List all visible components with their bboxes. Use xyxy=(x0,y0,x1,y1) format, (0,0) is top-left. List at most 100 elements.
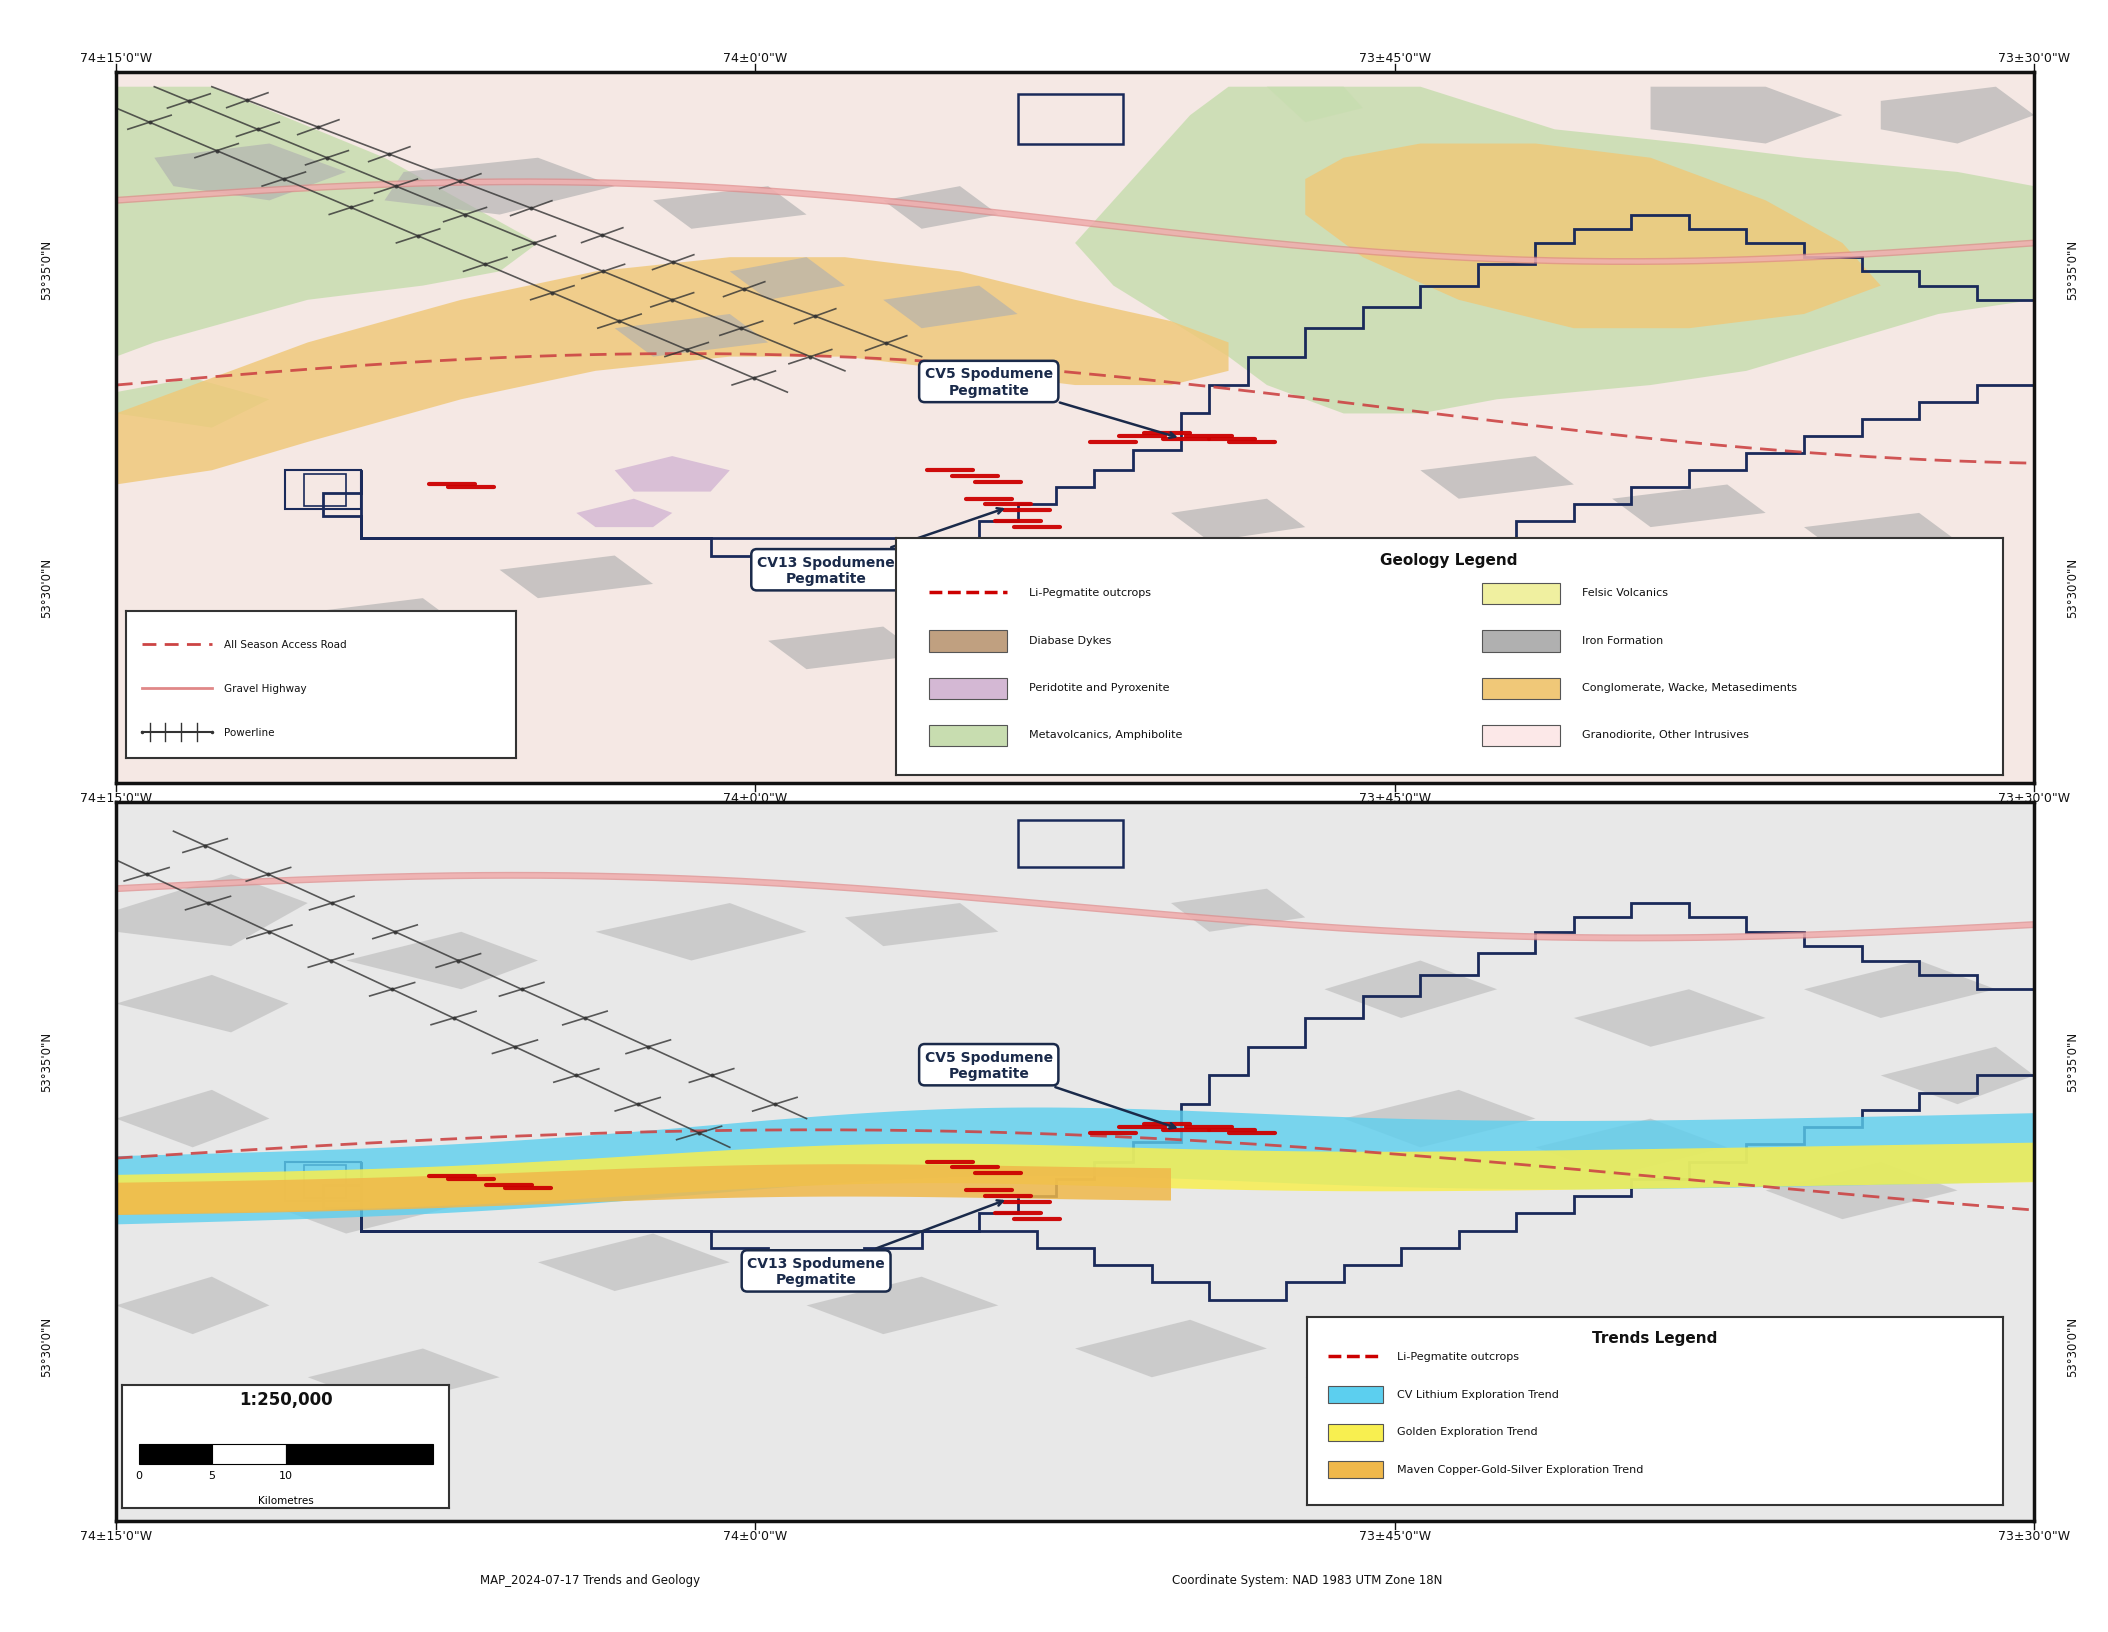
Text: Geology Legend: Geology Legend xyxy=(1381,553,1518,568)
Polygon shape xyxy=(1804,514,1958,557)
Polygon shape xyxy=(767,627,921,669)
Text: 74±15'0"W: 74±15'0"W xyxy=(80,792,152,805)
Polygon shape xyxy=(1075,1320,1267,1377)
Polygon shape xyxy=(1767,1162,1958,1219)
Text: 53°35'0"N: 53°35'0"N xyxy=(40,1031,53,1090)
Polygon shape xyxy=(116,976,289,1033)
Bar xyxy=(1482,726,1560,747)
Polygon shape xyxy=(116,1108,2034,1224)
Polygon shape xyxy=(575,499,672,527)
Polygon shape xyxy=(1804,961,1996,1018)
Bar xyxy=(930,679,1008,700)
Bar xyxy=(304,475,346,506)
Text: 73±45'0"W: 73±45'0"W xyxy=(1360,1529,1431,1542)
Text: 53°30'0"N: 53°30'0"N xyxy=(2066,1317,2078,1376)
Polygon shape xyxy=(308,1348,500,1407)
Polygon shape xyxy=(1613,485,1767,527)
Text: Metavolcanics, Amphibolite: Metavolcanics, Amphibolite xyxy=(1029,730,1183,739)
Polygon shape xyxy=(1075,656,1229,698)
Text: 73±30'0"W: 73±30'0"W xyxy=(1998,792,2070,805)
Polygon shape xyxy=(116,379,270,429)
Polygon shape xyxy=(1535,1120,1726,1177)
Polygon shape xyxy=(538,1234,729,1291)
Bar xyxy=(285,1444,432,1464)
Text: 74±0'0"W: 74±0'0"W xyxy=(723,1529,788,1542)
Polygon shape xyxy=(116,258,1229,485)
Polygon shape xyxy=(270,1177,462,1234)
Bar xyxy=(1328,1462,1383,1479)
Text: Maven Copper-Gold-Silver Exploration Trend: Maven Copper-Gold-Silver Exploration Tre… xyxy=(1398,1464,1644,1474)
Polygon shape xyxy=(1651,88,1842,145)
Text: Conglomerate, Wacke, Metasediments: Conglomerate, Wacke, Metasediments xyxy=(1581,682,1796,692)
Bar xyxy=(1328,1387,1383,1404)
Polygon shape xyxy=(116,1142,2034,1214)
Polygon shape xyxy=(1305,557,1459,599)
Text: 74±0'0"W: 74±0'0"W xyxy=(723,52,788,65)
Text: 53°35'0"N: 53°35'0"N xyxy=(2066,240,2078,299)
Text: Powerline: Powerline xyxy=(223,728,274,738)
Polygon shape xyxy=(883,287,1018,330)
Polygon shape xyxy=(1267,88,1364,122)
Text: CV13 Spodumene
Pegmatite: CV13 Spodumene Pegmatite xyxy=(757,509,1003,586)
Text: Li-Pegmatite outcrops: Li-Pegmatite outcrops xyxy=(1398,1351,1520,1361)
Polygon shape xyxy=(807,1276,999,1335)
Text: 74±0'0"W: 74±0'0"W xyxy=(723,792,788,805)
Bar xyxy=(285,1162,360,1201)
Polygon shape xyxy=(597,904,807,961)
Text: 53°30'0"N: 53°30'0"N xyxy=(40,1317,53,1376)
Text: Coordinate System: NAD 1983 UTM Zone 18N: Coordinate System: NAD 1983 UTM Zone 18N xyxy=(1172,1573,1442,1586)
Bar xyxy=(1328,1425,1383,1441)
Bar xyxy=(1018,95,1124,145)
Polygon shape xyxy=(1324,961,1497,1018)
Polygon shape xyxy=(616,315,767,357)
Bar xyxy=(930,726,1008,747)
Bar xyxy=(213,1444,287,1464)
Text: CV5 Spodumene
Pegmatite: CV5 Spodumene Pegmatite xyxy=(925,367,1176,439)
Polygon shape xyxy=(308,599,462,641)
Polygon shape xyxy=(1343,1090,1535,1147)
Bar xyxy=(1482,632,1560,653)
Text: 74±15'0"W: 74±15'0"W xyxy=(80,1529,152,1542)
Polygon shape xyxy=(116,1090,270,1147)
Text: Kilometres: Kilometres xyxy=(257,1495,314,1505)
Text: CV5 Spodumene
Pegmatite: CV5 Spodumene Pegmatite xyxy=(925,1049,1176,1129)
Text: CV13 Spodumene
Pegmatite: CV13 Spodumene Pegmatite xyxy=(746,1201,1003,1286)
Text: MAP_2024-07-17 Trends and Geology: MAP_2024-07-17 Trends and Geology xyxy=(481,1573,700,1586)
Polygon shape xyxy=(883,188,999,230)
Polygon shape xyxy=(116,1165,1172,1216)
Polygon shape xyxy=(346,932,538,989)
Bar xyxy=(930,632,1008,653)
Polygon shape xyxy=(1305,145,1880,330)
Polygon shape xyxy=(653,188,807,230)
Polygon shape xyxy=(1421,457,1575,499)
Bar xyxy=(1482,584,1560,605)
Text: Golden Exploration Trend: Golden Exploration Trend xyxy=(1398,1426,1539,1436)
Polygon shape xyxy=(1880,88,2034,145)
Polygon shape xyxy=(1575,1335,1767,1392)
Polygon shape xyxy=(1880,1048,2034,1105)
Text: Peridotite and Pyroxenite: Peridotite and Pyroxenite xyxy=(1029,682,1170,692)
Text: 53°35'0"N: 53°35'0"N xyxy=(2066,1031,2078,1090)
Text: CV Lithium Exploration Trend: CV Lithium Exploration Trend xyxy=(1398,1389,1560,1399)
Polygon shape xyxy=(116,1276,270,1335)
Polygon shape xyxy=(1075,88,2034,415)
Polygon shape xyxy=(1575,989,1767,1048)
Text: Iron Formation: Iron Formation xyxy=(1581,635,1663,645)
Polygon shape xyxy=(1172,889,1305,932)
Polygon shape xyxy=(154,145,346,201)
Polygon shape xyxy=(500,557,653,599)
Polygon shape xyxy=(1172,499,1305,542)
Bar xyxy=(1018,821,1124,868)
Text: Diabase Dykes: Diabase Dykes xyxy=(1029,635,1111,645)
Text: Gravel Highway: Gravel Highway xyxy=(223,684,306,694)
Bar xyxy=(1482,679,1560,700)
Text: 53°35'0"N: 53°35'0"N xyxy=(40,240,53,299)
Polygon shape xyxy=(1305,1348,1497,1407)
Text: 73±45'0"W: 73±45'0"W xyxy=(1360,52,1431,65)
Text: 53°30'0"N: 53°30'0"N xyxy=(2066,558,2078,617)
Text: 1:250,000: 1:250,000 xyxy=(238,1390,333,1408)
Polygon shape xyxy=(384,158,616,215)
Text: 5: 5 xyxy=(209,1470,215,1480)
Text: 73±30'0"W: 73±30'0"W xyxy=(1998,52,2070,65)
Text: 10: 10 xyxy=(278,1470,293,1480)
